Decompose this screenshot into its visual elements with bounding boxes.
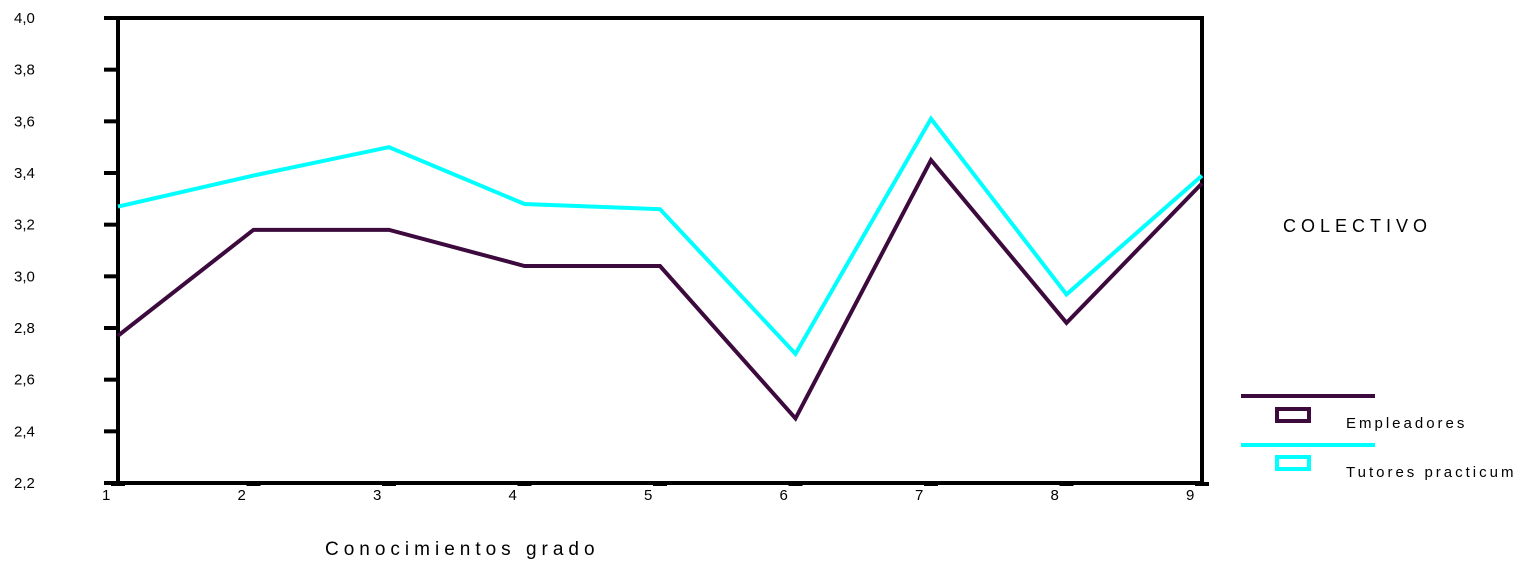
x-tick-label: 2 xyxy=(238,487,246,504)
y-tick-label: 2,2 xyxy=(14,475,35,492)
x-tick-label: 4 xyxy=(509,487,517,504)
legend-label: Empleadores xyxy=(1346,415,1467,432)
y-tick-label: 3,8 xyxy=(14,62,35,79)
x-tick-label: 6 xyxy=(780,487,788,504)
y-tick-label: 3,6 xyxy=(14,113,35,130)
x-tick-label: 5 xyxy=(644,487,652,504)
legend-title: COLECTIVO xyxy=(1283,216,1432,236)
x-tick-label: 7 xyxy=(915,487,923,504)
plot-frame xyxy=(116,16,1204,485)
series-line-tutores-practicum xyxy=(117,115,1204,358)
x-tick-label: 3 xyxy=(373,487,381,504)
y-tick-label: 3,4 xyxy=(14,165,35,182)
x-tick-label: 8 xyxy=(1051,487,1059,504)
x-axis-ticks: 1 2 3 4 5 6 7 8 9 xyxy=(102,482,1209,504)
x-tick-label: 1 xyxy=(102,487,110,504)
y-tick-label: 2,6 xyxy=(14,372,35,389)
legend-label: Tutores practicum xyxy=(1346,464,1516,481)
y-axis-ticks: 2,2 2,4 2,6 2,8 3,0 3,2 3,4 3,6 3,8 4,0 xyxy=(14,10,118,492)
y-tick-label: 3,2 xyxy=(14,217,35,234)
legend-swatch xyxy=(1275,455,1311,471)
series-lines xyxy=(116,115,1204,422)
legend: Empleadores Tutores practicum xyxy=(1241,394,1516,481)
series-line-empleadores xyxy=(116,156,1204,422)
legend-swatch xyxy=(1275,407,1311,423)
x-axis-title: Conocimientos grado xyxy=(325,539,600,560)
y-tick-label: 2,4 xyxy=(14,423,35,440)
y-tick-label: 4,0 xyxy=(14,10,35,27)
y-tick-label: 3,0 xyxy=(14,268,35,285)
y-tick-label: 2,8 xyxy=(14,320,35,337)
x-tick-label: 9 xyxy=(1186,487,1194,504)
